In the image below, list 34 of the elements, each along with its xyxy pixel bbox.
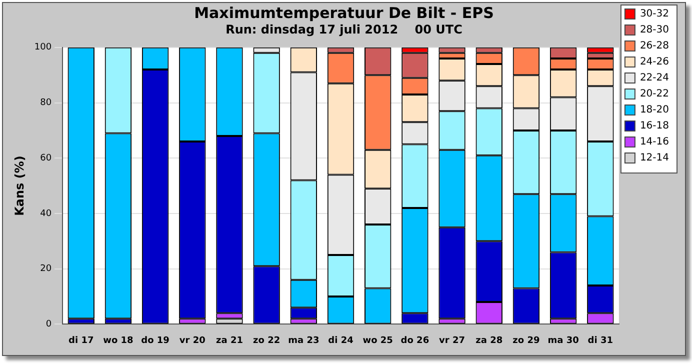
- legend-label: 26-28: [640, 40, 670, 52]
- x-tick-label: do 26: [400, 336, 430, 346]
- x-tick-label: zo 29: [512, 336, 540, 346]
- legend-label: 22-24: [640, 72, 670, 84]
- y-tick-label: 100: [34, 42, 52, 53]
- legend-label: 14-16: [640, 136, 670, 148]
- legend-label: 20-22: [640, 88, 670, 100]
- chart-subtitle: Run: dinsdag 17 juli 2012 00 UTC: [226, 22, 463, 36]
- x-tick-label: wo 25: [362, 336, 393, 346]
- legend-label: 12-14: [640, 152, 670, 164]
- legend-label: 16-18: [640, 120, 670, 132]
- y-tick-label: 20: [40, 264, 52, 274]
- y-tick-label: 80: [40, 98, 52, 108]
- x-tick-label: di 31: [588, 336, 613, 346]
- x-tick-label: za 28: [476, 336, 503, 346]
- y-tick-label: 40: [40, 208, 52, 219]
- x-tick-label: vr 27: [439, 336, 466, 346]
- y-tick-label: 0: [46, 320, 52, 330]
- legend-label: 30-32: [640, 8, 670, 20]
- y-axis-title: Kans (%): [12, 156, 26, 216]
- legend-label: 18-20: [640, 104, 670, 116]
- x-tick-label: vr 20: [179, 336, 206, 346]
- x-tick-label: za 21: [216, 336, 243, 346]
- legend-label: 28-30: [640, 24, 670, 36]
- x-tick-label: do 19: [141, 336, 170, 346]
- x-tick-label: di 24: [328, 336, 354, 346]
- legend-label: 24-26: [640, 56, 670, 68]
- x-tick-label: di 17: [68, 336, 94, 346]
- chart-title: Maximumtemperatuur De Bilt - EPS: [194, 4, 494, 22]
- x-tick-label: wo 18: [103, 336, 134, 346]
- x-tick-label: ma 30: [548, 336, 579, 346]
- y-tick-label: 60: [40, 153, 52, 164]
- x-tick-label: ma 23: [288, 336, 320, 346]
- x-tick-label: zo 22: [253, 336, 280, 346]
